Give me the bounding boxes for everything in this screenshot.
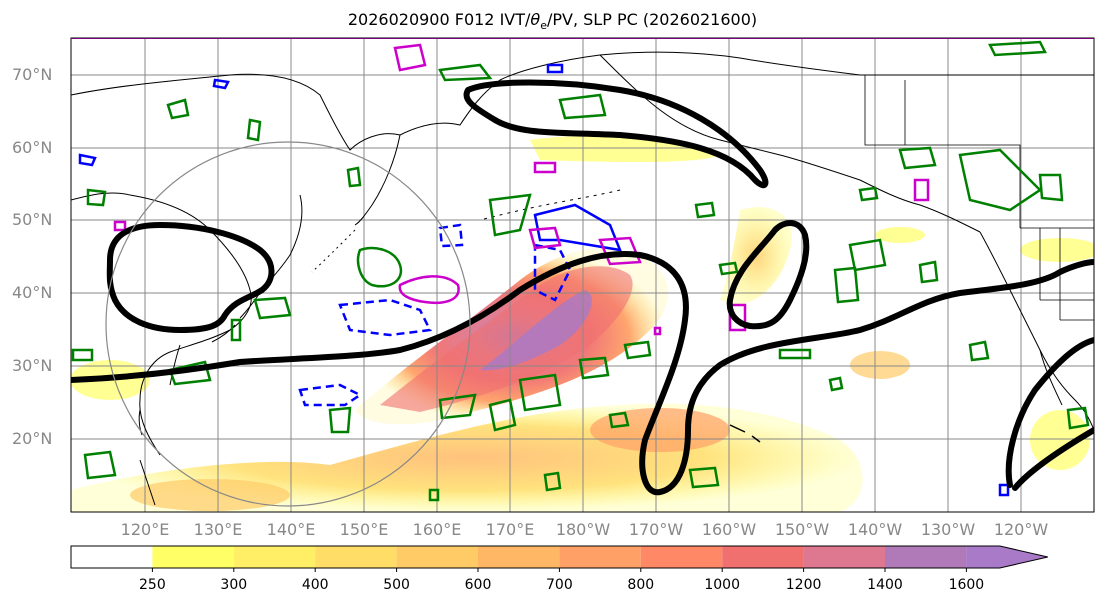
lon-label-120e: 120°E xyxy=(120,520,170,539)
hawaii xyxy=(729,424,761,443)
lon-label-150e: 150°E xyxy=(339,520,389,539)
colorbar-tick-label: 700 xyxy=(546,577,573,593)
us-borders xyxy=(864,75,1094,320)
baja xyxy=(1039,349,1063,406)
lat-label-50: 50°N xyxy=(12,210,53,229)
slp-contour-alaska-loop xyxy=(463,79,769,189)
colorbar-tick-label: 1200 xyxy=(785,577,822,593)
colorbar-tick-label: 1600 xyxy=(948,577,985,593)
colorbar-tick-label: 800 xyxy=(627,577,655,593)
kuril-chain xyxy=(311,229,356,273)
lon-label-120w: 120°W xyxy=(993,520,1049,539)
colorbar-tick-label: 400 xyxy=(301,577,329,593)
colorbar-outline xyxy=(70,545,1048,569)
slp-contours xyxy=(71,79,1094,496)
lat-label-20: 20°N xyxy=(12,429,53,448)
slp-contour-east-1 xyxy=(1005,337,1094,488)
slp-contour-main xyxy=(71,251,1094,496)
kamchatka xyxy=(354,134,401,226)
colorbar-tick-label: 600 xyxy=(464,577,492,593)
lon-label-150w: 150°W xyxy=(774,520,830,539)
asia-coast xyxy=(71,51,1094,151)
lon-label-160e: 160°E xyxy=(412,520,462,539)
colorbar-segment xyxy=(885,546,967,568)
lon-label-140w: 140°W xyxy=(847,520,903,539)
lon-label-130w: 130°W xyxy=(920,520,976,539)
lat-label-70: 70°N xyxy=(12,65,53,84)
slp-contour-asia-loop xyxy=(106,222,275,333)
lat-label-40: 40°N xyxy=(12,283,53,302)
coastlines xyxy=(71,51,1094,506)
lon-label-170e: 170°E xyxy=(485,520,535,539)
colorbar-segment xyxy=(722,546,804,568)
colorbar-segment xyxy=(478,546,560,568)
colorbar-segment xyxy=(233,546,316,568)
lat-label-60: 60°N xyxy=(12,138,53,157)
graticule xyxy=(71,38,1094,512)
colorbar-segment xyxy=(396,546,478,568)
lon-label-160w: 160°W xyxy=(701,520,757,539)
korea xyxy=(169,344,181,386)
lon-label-140e: 140°E xyxy=(266,520,316,539)
lon-label-180w: 180°W xyxy=(555,520,611,539)
colorbar-segment xyxy=(559,546,641,568)
colorbar-segment xyxy=(640,546,723,568)
taiwan xyxy=(138,409,143,436)
colorbar-extend-arrow xyxy=(966,546,1048,568)
colorbar-tick-label: 250 xyxy=(139,577,166,593)
slp-contour-east-2 xyxy=(1012,427,1094,491)
colorbar-segment-under xyxy=(71,546,153,568)
colorbar-tick-label: 1400 xyxy=(867,577,903,593)
colorbar-tick-label: 500 xyxy=(383,577,410,593)
colorbar-segment xyxy=(315,546,397,568)
colorbar-tick-label: 1000 xyxy=(704,577,741,593)
lat-label-30: 30°N xyxy=(12,356,53,375)
philippines xyxy=(139,459,156,506)
slp-contour-gulf-loop xyxy=(726,220,810,330)
colorbar-tick-label: 300 xyxy=(220,577,248,593)
colorbar xyxy=(70,545,1048,572)
alaska-coast xyxy=(599,54,981,233)
canada-borders xyxy=(905,144,1021,228)
range-circle xyxy=(105,141,471,507)
map-title: 2026020900 F012 IVT/θe/PV, SLP PC (20260… xyxy=(347,10,758,33)
lon-label-170w: 170°W xyxy=(628,520,684,539)
colorbar-segment xyxy=(803,546,885,568)
pv-contours xyxy=(71,40,1090,502)
colorbar-segment xyxy=(152,546,234,568)
lon-label-130e: 130°E xyxy=(193,520,243,539)
